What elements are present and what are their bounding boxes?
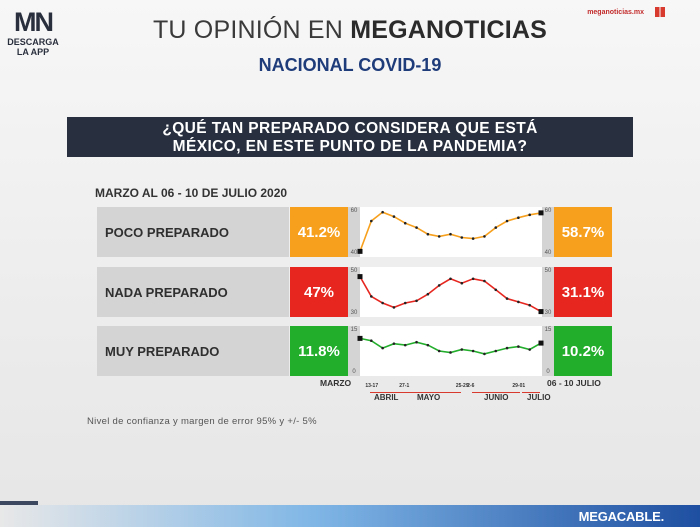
start-value-nada: 47% bbox=[290, 267, 348, 317]
x-tick-label: 25-29 bbox=[455, 383, 469, 389]
period-label: MARZO AL 06 - 10 DE JULIO 2020 bbox=[95, 186, 288, 200]
month-label-mayo: MAYO bbox=[417, 393, 441, 402]
month-bracket-mayo bbox=[411, 392, 461, 393]
scale-max: 50 bbox=[350, 268, 358, 274]
axis-start-label: MARZO bbox=[320, 378, 352, 388]
scale-max: 60 bbox=[544, 208, 552, 214]
title-bold: MEGANOTICIAS bbox=[350, 16, 548, 44]
scale-end-muy: 15 0 bbox=[542, 326, 554, 376]
scale-max: 15 bbox=[544, 327, 552, 333]
row-band-poco bbox=[360, 207, 542, 257]
month-label-abril: ABRIL bbox=[374, 393, 399, 402]
title-light: TU OPINIÓN EN bbox=[152, 16, 351, 44]
end-value-nada: 31.1% bbox=[554, 267, 612, 317]
row-band-muy bbox=[360, 326, 542, 376]
month-label-junio: JUNIO bbox=[484, 393, 509, 402]
survey-question: ¿QUÉ TAN PREPARADO CONSIDERA QUE ESTÁ MÉ… bbox=[67, 117, 633, 157]
row-label-nada: NADA PREPARADO bbox=[97, 267, 289, 317]
meganoticias-logo[interactable]: MN DESCARGA LA APP bbox=[6, 7, 60, 57]
end-value-poco: 58.7% bbox=[554, 207, 612, 257]
page-subtitle: NACIONAL COVID-19 bbox=[258, 55, 442, 75]
month-bracket-abril bbox=[370, 392, 418, 393]
scale-end-poco: 60 40 bbox=[542, 207, 554, 257]
x-tick-label: 29-01 bbox=[512, 383, 526, 389]
x-tick-label: 13-17 bbox=[365, 383, 379, 389]
scale-min: 0 bbox=[546, 369, 550, 375]
scale-min: 40 bbox=[544, 250, 552, 256]
scale-start-poco: 60 40 bbox=[348, 207, 360, 257]
logo-subtext: DESCARGA LA APP bbox=[7, 37, 59, 57]
row-label-muy: MUY PREPARADO bbox=[97, 326, 289, 376]
row-label-poco: POCO PREPARADO bbox=[97, 207, 289, 257]
start-value-poco: 41.2% bbox=[290, 207, 348, 257]
confidence-note: Nivel de confianza y margen de error 95%… bbox=[87, 416, 317, 427]
end-value-muy: 10.2% bbox=[554, 326, 612, 376]
row-band-nada bbox=[360, 267, 542, 317]
axis-end-label: 06 - 10 JULIO bbox=[547, 378, 601, 388]
month-label-julio: JULIO bbox=[527, 393, 551, 402]
scale-min: 0 bbox=[352, 369, 356, 375]
megacable-grid-icon bbox=[655, 7, 665, 17]
footer-accent bbox=[0, 501, 38, 505]
scale-end-nada: 50 30 bbox=[542, 267, 554, 317]
page-title: TU OPINIÓN EN MEGANOTICIAS bbox=[0, 16, 700, 45]
scale-min: 30 bbox=[350, 310, 358, 316]
footer-bar bbox=[0, 505, 700, 527]
month-bracket-junio bbox=[472, 392, 520, 393]
x-tick-label: 2-6 bbox=[467, 383, 475, 389]
scale-min: 40 bbox=[350, 250, 358, 256]
question-line-1: ¿QUÉ TAN PREPARADO CONSIDERA QUE ESTÁ bbox=[162, 120, 538, 137]
question-line-2: MÉXICO, EN ESTE PUNTO DE LA PANDEMIA? bbox=[172, 138, 528, 155]
month-bracket-julio bbox=[522, 392, 540, 393]
start-value-muy: 11.8% bbox=[290, 326, 348, 376]
site-url: meganoticias.mx bbox=[587, 9, 644, 16]
x-tick-label: 27-1 bbox=[399, 383, 410, 389]
scale-min: 30 bbox=[544, 310, 552, 316]
scale-start-nada: 50 30 bbox=[348, 267, 360, 317]
scale-max: 60 bbox=[350, 208, 358, 214]
logo-mark: MN bbox=[14, 7, 54, 37]
megacable-logo[interactable]: MEGACABLE. bbox=[578, 509, 665, 524]
scale-start-muy: 15 0 bbox=[348, 326, 360, 376]
scale-max: 15 bbox=[350, 327, 358, 333]
scale-max: 50 bbox=[544, 268, 552, 274]
